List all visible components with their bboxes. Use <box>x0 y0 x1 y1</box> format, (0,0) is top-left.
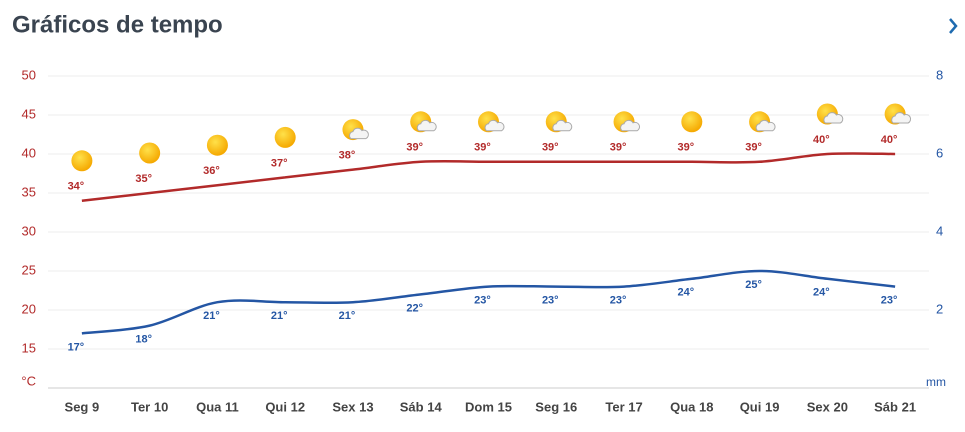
weather-icon <box>342 119 369 141</box>
cloud <box>891 112 912 124</box>
value-label: 23° <box>542 295 559 307</box>
value-label: 17° <box>68 341 85 353</box>
x-tick-label: Qui 12 <box>265 399 305 414</box>
x-tick-label: Sex 20 <box>807 399 848 414</box>
x-tick-label: Sáb 21 <box>874 399 916 414</box>
cloud <box>484 119 505 132</box>
value-label: 39° <box>542 142 559 154</box>
next-chevron[interactable] <box>949 18 958 34</box>
series-line <box>81 269 896 335</box>
weather-icon <box>681 111 703 133</box>
y2-axis-unit: mm <box>926 375 946 389</box>
y-tick-label: 35 <box>22 184 36 199</box>
cloud <box>349 127 369 140</box>
y-tick-label: 45 <box>22 106 36 121</box>
sun <box>139 142 161 164</box>
x-tick-label: Seg 16 <box>535 399 577 414</box>
weather-icon <box>478 111 505 133</box>
value-label: 39° <box>745 142 762 154</box>
cloud <box>552 119 573 132</box>
y2-tick-label: 2 <box>936 301 943 316</box>
y-tick-label: 25 <box>22 262 36 277</box>
value-label: 24° <box>677 287 694 299</box>
weather-icon <box>613 111 640 133</box>
cloud <box>620 119 640 132</box>
y-axis-unit: °C <box>21 373 36 388</box>
y-tick-label: 40 <box>22 145 36 160</box>
value-label: 21° <box>339 310 356 322</box>
y-tick-label: 50 <box>22 67 36 82</box>
y-tick-label: 15 <box>22 340 36 355</box>
value-label: 37° <box>271 157 288 169</box>
value-label: 40° <box>813 134 830 146</box>
value-label: 40° <box>881 134 898 146</box>
value-label: 35° <box>135 173 152 185</box>
value-label: 23° <box>610 295 627 307</box>
cloud <box>416 119 437 132</box>
weather-icon <box>410 111 437 133</box>
y2-tick-label: 8 <box>936 67 943 82</box>
value-label: 21° <box>271 310 288 322</box>
page-title: Gráficos de tempo <box>12 11 223 38</box>
y2-tick-label: 6 <box>936 145 943 160</box>
x-tick-label: Qua 11 <box>196 399 239 414</box>
series-line <box>81 152 896 203</box>
x-tick-label: Seg 9 <box>65 399 100 414</box>
sun <box>681 111 703 133</box>
weather-icon <box>139 142 161 164</box>
x-tick-label: Dom 15 <box>465 399 512 414</box>
value-label: 22° <box>406 302 423 314</box>
weather-icon <box>816 103 844 125</box>
x-tick-label: Sex 13 <box>332 399 373 414</box>
x-tick-label: Ter 17 <box>605 399 642 414</box>
x-tick-label: Qua 18 <box>670 399 713 414</box>
weather-icon <box>749 111 776 133</box>
value-label: 18° <box>135 334 152 346</box>
sun <box>71 150 93 172</box>
weather-icon <box>71 150 93 172</box>
y2-tick-label: 4 <box>936 223 943 238</box>
value-label: 34° <box>68 181 85 193</box>
x-tick-label: Qui 19 <box>740 399 780 414</box>
cloud <box>755 119 776 132</box>
cloud <box>823 112 844 124</box>
weather-icon <box>545 111 573 133</box>
y-tick-label: 30 <box>22 223 36 238</box>
value-label: 21° <box>203 310 220 322</box>
weather-icon <box>206 134 228 156</box>
x-tick-label: Ter 10 <box>131 399 168 414</box>
value-label: 38° <box>339 150 356 162</box>
sun <box>274 126 296 148</box>
x-tick-label: Sáb 14 <box>400 399 443 414</box>
value-label: 24° <box>813 287 830 299</box>
sun <box>206 134 228 156</box>
weather-icon <box>274 126 296 148</box>
y-tick-label: 20 <box>22 301 36 316</box>
value-label: 23° <box>474 295 491 307</box>
value-label: 39° <box>610 142 627 154</box>
value-label: 36° <box>203 165 220 177</box>
value-label: 39° <box>677 142 694 154</box>
value-label: 39° <box>406 142 423 154</box>
value-label: 39° <box>474 142 491 154</box>
value-label: 23° <box>881 295 898 307</box>
weather-icon <box>884 103 912 125</box>
value-label: 25° <box>745 279 762 291</box>
